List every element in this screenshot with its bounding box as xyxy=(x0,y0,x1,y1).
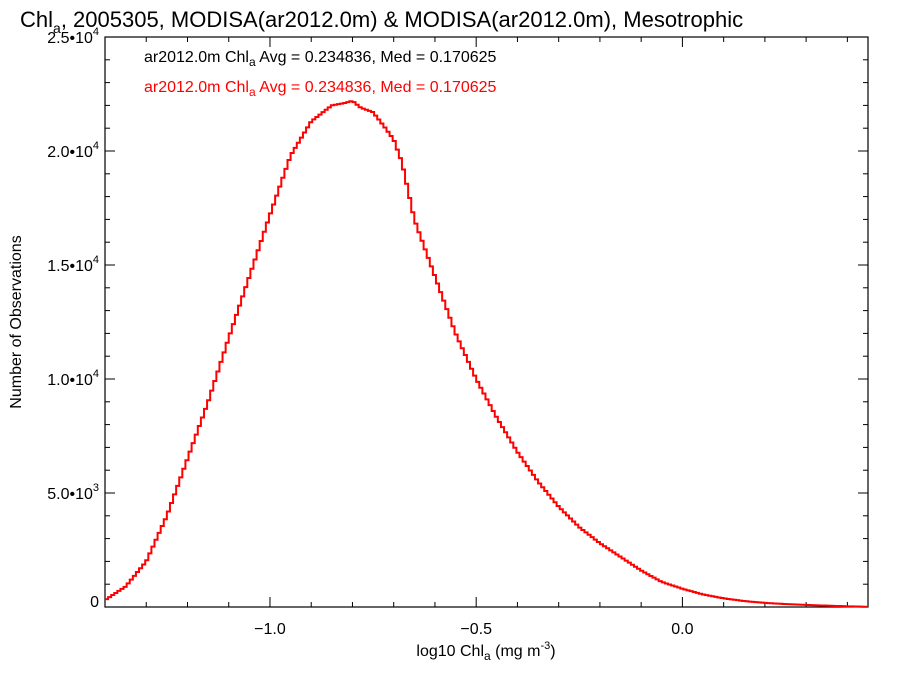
legend-entry-black: ar2012.0m Chla Avg = 0.234836, Med = 0.1… xyxy=(144,49,497,69)
x-label-post: (mg m xyxy=(491,643,541,660)
x-label-superscript: -3 xyxy=(540,640,550,652)
y-tick-label: 0 xyxy=(90,594,99,611)
legend-red-pre: ar2012.0m Chl xyxy=(144,79,249,96)
legend-black-post: Avg = 0.234836, Med = 0.170625 xyxy=(256,49,497,66)
title-subscript: a xyxy=(53,20,61,36)
x-label-subscript: a xyxy=(484,649,491,663)
title-main: Chl xyxy=(20,7,53,32)
legend-red-post: Avg = 0.234836, Med = 0.170625 xyxy=(256,79,497,96)
y-tick-label: 1.5•104 xyxy=(47,254,99,275)
series-layer xyxy=(105,100,868,608)
y-tick-label: 2.0•104 xyxy=(47,140,99,161)
x-tick-label: −1.0 xyxy=(254,621,286,638)
x-axis-ticks: −1.0 −0.5 0.0 xyxy=(145,37,848,638)
chart-title: Chla, 2005305, MODISA(ar2012.0m) & MODIS… xyxy=(20,7,743,36)
legend-black-pre: ar2012.0m Chl xyxy=(144,49,249,66)
histogram-series-line xyxy=(105,100,868,608)
y-axis-label: Number of Observations xyxy=(8,235,25,408)
y-tick-label: 2.5•104 xyxy=(47,26,99,47)
y-axis-ticks: 0 5.0•103 1.0•104 1.5•104 2.0•104 2.5•104 xyxy=(47,26,868,611)
y-tick-label: 1.0•104 xyxy=(47,368,99,389)
plot-frame xyxy=(104,36,869,608)
x-axis-label: log10 Chla (mg m-3) xyxy=(416,640,555,663)
x-label-pre: log10 Chl xyxy=(416,643,484,660)
legend-red-subscript: a xyxy=(249,85,256,99)
x-tick-label: −0.5 xyxy=(460,621,492,638)
x-label-end: ) xyxy=(550,643,555,660)
y-tick-label: 5.0•103 xyxy=(47,482,99,503)
legend-black-subscript: a xyxy=(249,55,256,69)
title-rest: , 2005305, MODISA(ar2012.0m) & MODISA(ar… xyxy=(61,7,743,32)
legend-entry-red: ar2012.0m Chla Avg = 0.234836, Med = 0.1… xyxy=(144,79,497,99)
x-tick-label: 0.0 xyxy=(671,621,693,638)
